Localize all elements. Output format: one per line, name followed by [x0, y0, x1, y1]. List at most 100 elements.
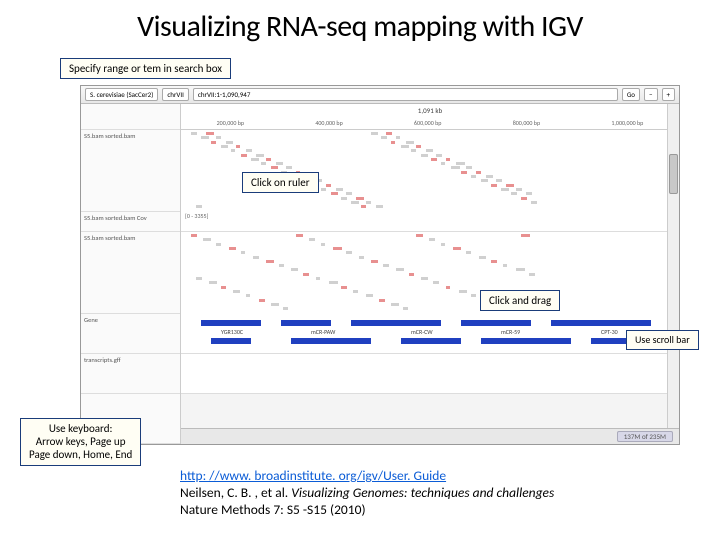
read [506, 184, 514, 187]
gene-bar [481, 338, 571, 344]
read [401, 145, 409, 148]
reads-track-2[interactable] [181, 232, 679, 314]
read [316, 277, 320, 280]
read [326, 184, 331, 187]
callout-ruler: Click on ruler [242, 172, 319, 193]
read [329, 281, 338, 284]
read [271, 303, 279, 306]
ruler-track[interactable]: 1,091 kb 200,000 bp 400,000 bp 600,000 b… [181, 104, 679, 130]
transcript-track[interactable] [181, 354, 679, 394]
read [416, 145, 421, 148]
read [479, 256, 486, 259]
read [259, 299, 265, 302]
citation-journal: Nature Methods 7: S5 -S15 (2010) [180, 501, 366, 518]
zoom-out-icon[interactable]: − [644, 88, 658, 101]
read [376, 205, 383, 208]
genome-select[interactable]: S. cerevisiae (SacCer2) [85, 88, 158, 101]
citation-link[interactable]: http: //www. broadinstitute. org/igv/Use… [180, 467, 446, 484]
read [436, 154, 442, 157]
vertical-scrollbar[interactable] [667, 104, 679, 428]
read [386, 132, 392, 135]
locus-input[interactable]: chrVII:1-1,090,947 [193, 88, 618, 101]
gene-name: mCR-59 [501, 328, 520, 336]
read [359, 256, 364, 259]
read [409, 273, 414, 276]
ruler-label [81, 104, 180, 130]
track-data-panel[interactable]: 1,091 kb 200,000 bp 400,000 bp 600,000 b… [181, 104, 679, 444]
read [379, 299, 385, 302]
read [441, 162, 445, 165]
read [441, 243, 445, 246]
read [381, 136, 387, 139]
read [346, 192, 352, 195]
read [429, 238, 435, 241]
read [236, 145, 240, 148]
read [503, 264, 507, 267]
callout-keyboard: Use keyboard: Arrow keys, Page up Page d… [20, 418, 141, 466]
read [241, 154, 247, 157]
read [383, 264, 389, 267]
read [459, 290, 467, 293]
read [521, 197, 527, 200]
read [286, 166, 292, 169]
reads-track-1[interactable] [181, 130, 679, 212]
read [291, 268, 298, 271]
cov-label: S5.bam sorted.bam Cov [81, 212, 180, 232]
read [356, 197, 364, 200]
igv-toolbar: S. cerevisiae (SacCer2) chrVII chrVII:1-… [81, 86, 679, 104]
scrollbar-thumb[interactable] [669, 154, 678, 194]
igv-window: S. cerevisiae (SacCer2) chrVII chrVII:1-… [80, 85, 680, 445]
read [531, 201, 537, 204]
read [341, 286, 347, 289]
zoom-in-icon[interactable]: + [662, 88, 676, 101]
gene-bar [401, 338, 461, 344]
read [516, 188, 522, 191]
read [309, 238, 315, 241]
read [321, 243, 325, 246]
read [321, 188, 326, 191]
status-bar: 137M of 235M [181, 428, 679, 444]
read [279, 264, 284, 267]
read [246, 149, 252, 152]
read [221, 286, 226, 289]
gene-bar [551, 320, 651, 326]
gene-name: mCR-CW [411, 328, 433, 336]
read [226, 141, 233, 144]
read [471, 175, 476, 178]
empty-area [181, 394, 679, 428]
slide-title: Visualizing RNA-seq mapping with IGV [0, 0, 720, 49]
citation: http: //www. broadinstitute. org/igv/Use… [180, 468, 554, 519]
read [371, 132, 378, 135]
coverage-track[interactable]: [0 - 3355] [181, 212, 679, 232]
read [253, 256, 259, 259]
read [366, 294, 373, 297]
gene-bar [201, 320, 261, 326]
read [486, 175, 493, 178]
tick: 200,000 bp [217, 119, 244, 129]
read [481, 179, 488, 182]
read [216, 136, 221, 139]
read [516, 268, 525, 271]
read [526, 192, 532, 195]
go-button[interactable]: Go [622, 88, 640, 101]
tick: 800,000 bp [513, 119, 540, 129]
read [331, 192, 338, 195]
read [496, 179, 502, 182]
chrom-select[interactable]: chrVII [162, 88, 189, 101]
gene-bar [351, 320, 441, 326]
read [229, 247, 236, 250]
read [451, 166, 460, 169]
read [416, 234, 423, 237]
gene-bar [461, 320, 531, 326]
tick: 1,000,000 bp [611, 119, 643, 129]
tick: 400,000 bp [315, 119, 342, 129]
read [396, 268, 404, 271]
gene-track[interactable]: YGR130C mCR-PAW mCR-CW mCR-59 CPT-30 [181, 314, 679, 354]
read [283, 307, 288, 310]
ruler-ticks: 200,000 bp 400,000 bp 600,000 bp 800,000… [181, 119, 679, 129]
read [276, 162, 283, 165]
read [221, 145, 228, 148]
read [271, 166, 278, 169]
gene-bar [211, 338, 251, 344]
read [461, 171, 467, 174]
